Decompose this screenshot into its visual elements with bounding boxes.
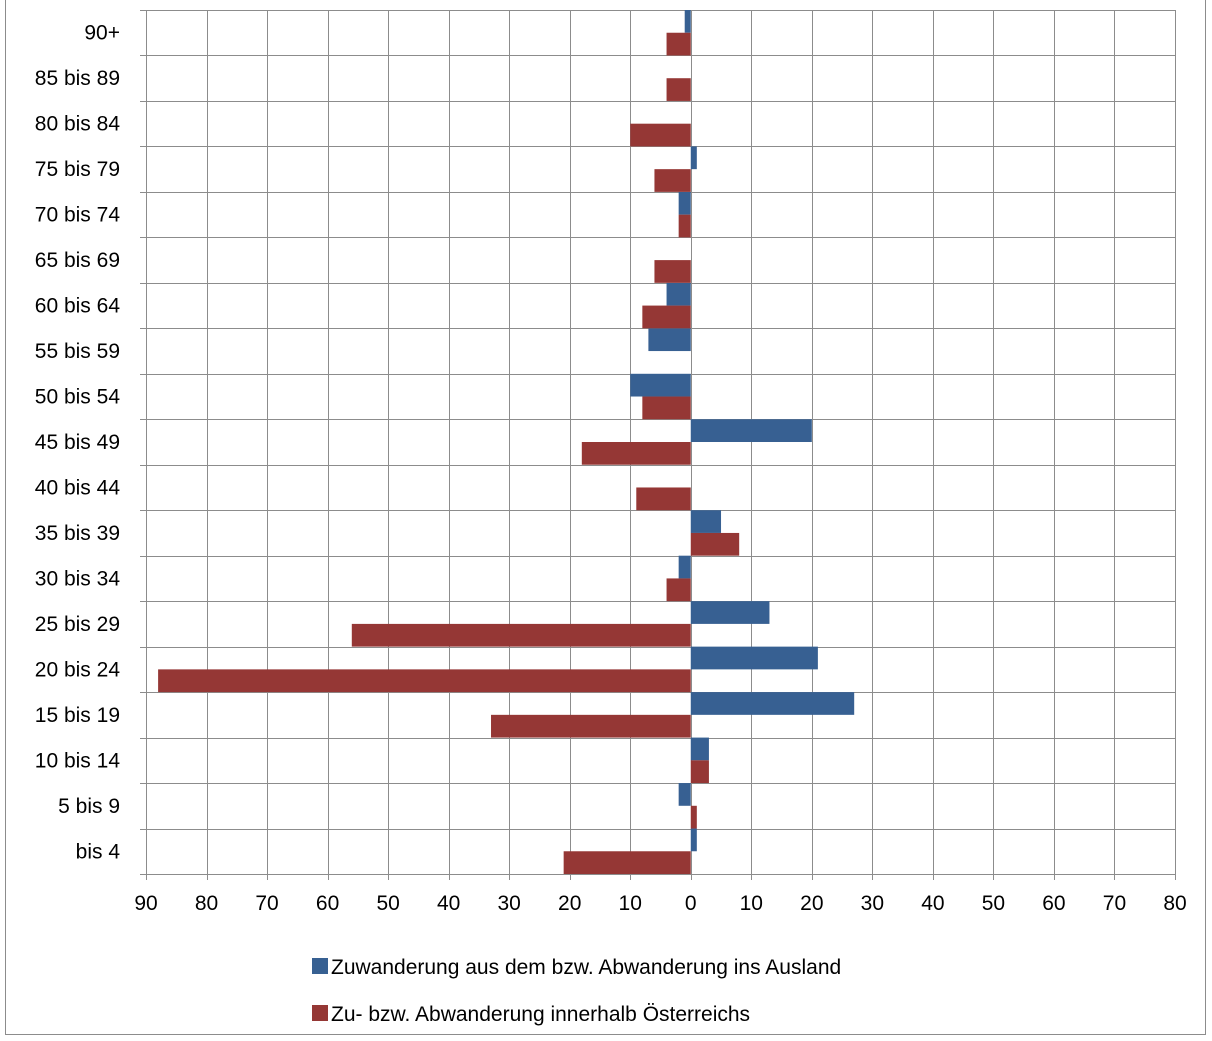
bar-s0-3 [690,692,855,715]
bar-s0-2 [690,737,709,761]
bar-s0-9 [690,419,812,442]
y-tick-label-13: 65 bis 69 [35,249,120,272]
bar-s0-5 [690,601,770,624]
bar-s0-4 [690,646,818,670]
legend-swatch-ausland [312,958,328,974]
bar-s1-18 [666,32,691,56]
y-tick-label-17: 85 bis 89 [35,67,120,90]
bar-s0-7 [690,510,722,533]
y-tick-label-0: bis 4 [76,840,121,863]
y-tick-label-16: 80 bis 84 [35,113,121,136]
y-tick-label-9: 45 bis 49 [35,431,120,454]
chart-frame [5,0,1206,1035]
x-tick-label-8: 10 [619,892,642,915]
bar-s1-5 [351,623,691,647]
x-tick-label-0: 90 [134,892,157,915]
x-tick-label-13: 40 [921,892,944,915]
x-tick-label-17: 80 [1163,892,1186,915]
y-tick-label-18: 90+ [84,22,120,45]
bar-s0-15 [690,146,697,170]
bar-s1-7 [690,532,740,556]
bar-s0-1 [678,783,691,806]
x-tick-label-3: 60 [316,892,339,915]
bar-s0-0 [690,828,697,852]
bar-s1-3 [491,714,691,738]
bar-s0-18 [684,10,691,33]
y-tick-label-12: 60 bis 64 [35,295,121,318]
y-axis-labels: bis 4 5 bis 9 10 bis 14 15 bis 19 20 bis 24 2… [35,22,121,864]
x-tick-label-1: 80 [195,892,218,915]
x-tick-label-5: 40 [437,892,460,915]
x-tick-label-4: 50 [376,892,399,915]
x-tick-label-11: 20 [800,892,823,915]
bar-s1-6 [666,578,691,602]
x-tick-label-6: 30 [497,892,520,915]
bar-s1-13 [654,260,691,283]
y-tick-label-15: 75 bis 79 [35,158,120,181]
bar-s0-6 [678,555,691,579]
y-tick-label-8: 40 bis 44 [35,476,121,499]
legend: Zuwanderung aus dem bzw. Abwanderung ins… [312,956,841,1026]
x-tick-label-15: 60 [1042,892,1065,915]
grid-lines [140,10,1176,880]
x-tick-label-7: 20 [558,892,581,915]
bar-s1-10 [642,396,691,420]
bar-s0-12 [666,282,691,306]
y-tick-label-4: 20 bis 24 [35,658,121,681]
y-tick-label-7: 35 bis 39 [35,522,120,545]
bar-s1-4 [158,669,691,693]
x-tick-label-12: 30 [861,892,884,915]
x-tick-label-16: 70 [1103,892,1126,915]
legend-label-oesterreich: Zu- bzw. Abwanderung innerhalb Österreic… [331,1003,750,1026]
x-tick-label-9: 0 [685,892,697,915]
bar-s0-14 [678,191,691,215]
x-tick-label-14: 50 [982,892,1005,915]
bar-s1-2 [690,760,709,784]
y-tick-label-11: 55 bis 59 [35,340,120,363]
legend-swatch-oesterreich [312,1005,328,1021]
y-tick-label-2: 10 bis 14 [35,749,121,772]
y-tick-label-6: 30 bis 34 [35,567,121,590]
bar-s1-15 [654,169,691,192]
y-tick-label-14: 70 bis 74 [35,204,121,227]
x-tick-label-10: 10 [740,892,763,915]
y-tick-label-3: 15 bis 19 [35,704,120,727]
bar-s1-14 [678,214,691,238]
x-tick-label-2: 70 [255,892,278,915]
bar-s1-1 [690,805,697,829]
bar-s1-16 [630,123,691,147]
bar-s1-9 [581,442,691,465]
legend-label-ausland: Zuwanderung aus dem bzw. Abwanderung ins… [331,956,841,979]
bar-s1-0 [563,851,691,874]
bar-s0-11 [648,328,691,352]
y-tick-label-1: 5 bis 9 [58,795,120,818]
bar-s1-17 [666,78,691,101]
x-axis-labels: 90 80 70 60 50 40 30 20 10 0 10 20 30 40 50 60 70 80 [134,892,1186,915]
bar-s0-10 [630,373,691,397]
bar-s1-12 [642,305,691,329]
bar-s1-8 [636,487,691,511]
y-tick-label-5: 25 bis 29 [35,613,120,636]
bars [158,10,855,874]
y-tick-label-10: 50 bis 54 [35,386,121,409]
